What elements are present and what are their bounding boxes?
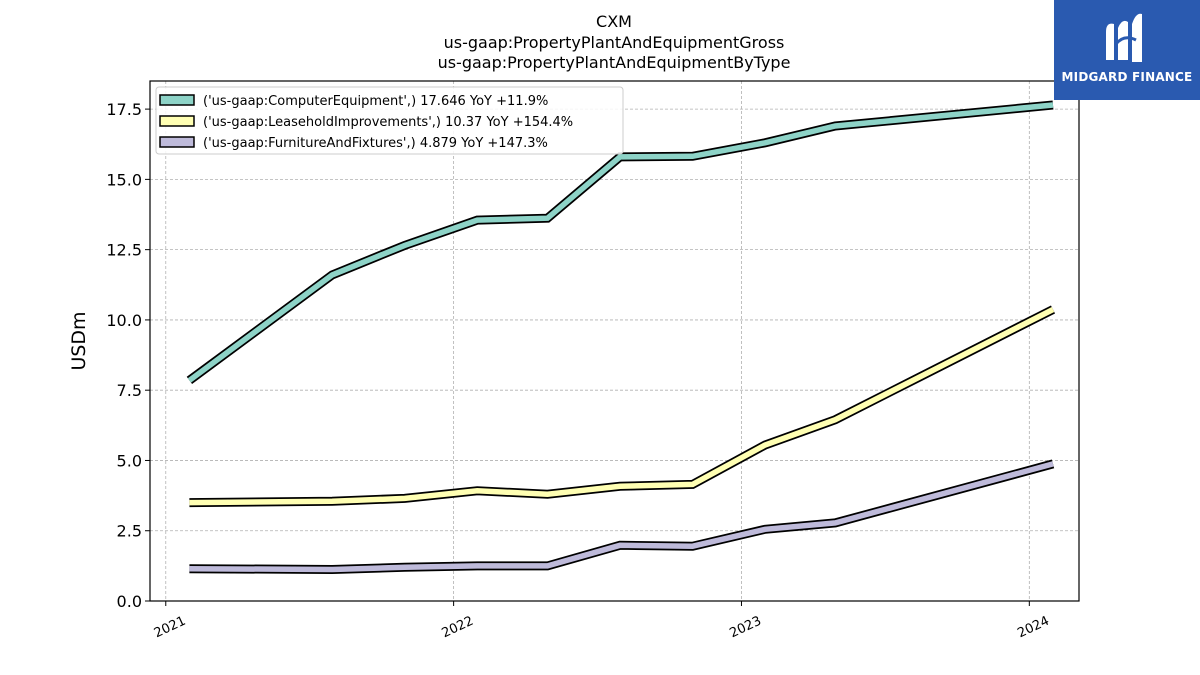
midgard-logo-icon (1106, 13, 1142, 62)
logo-wordmark: MIDGARD FINANCE (1061, 70, 1193, 84)
x-tick-label: 2022 (440, 614, 476, 642)
legend-label: ('us-gaap:FurnitureAndFixtures',) 4.879 … (203, 136, 548, 151)
y-axis-label: USDm (68, 311, 90, 370)
chart-title: CXM us-gaap:PropertyPlantAndEquipmentGro… (438, 12, 791, 72)
y-tick-label: 7.5 (117, 381, 142, 400)
y-tick-label: 15.0 (106, 170, 142, 189)
legend-item: ('us-gaap:ComputerEquipment',) 17.646 Yo… (159, 94, 548, 109)
y-tick-label: 2.5 (117, 522, 142, 541)
series-lines (186, 100, 1056, 575)
series-0 (186, 100, 1054, 385)
chart-title-line-2: us-gaap:PropertyPlantAndEquipmentGross (444, 33, 785, 52)
plot-frame (149, 80, 1080, 602)
grid (150, 81, 1079, 602)
legend-box (155, 86, 624, 155)
x-tick-label: 2024 (1015, 614, 1051, 642)
series-line-outline (189, 459, 1055, 575)
legend-item: ('us-gaap:LeaseholdImprovements',) 10.37… (159, 115, 573, 130)
series-line (189, 307, 1055, 506)
legend-label: ('us-gaap:ComputerEquipment',) 17.646 Yo… (203, 94, 548, 109)
x-tick-label: 2023 (728, 614, 764, 642)
legend-swatch (159, 136, 195, 148)
series-line (189, 461, 1054, 573)
x-axis: 2021 2022 2023 2024 (152, 601, 1052, 641)
y-tick-label: 10.0 (106, 311, 142, 330)
legend-swatch (159, 94, 195, 106)
y-tick-label: 12.5 (106, 241, 142, 260)
y-tick-label: 5.0 (117, 451, 142, 470)
series-2 (189, 459, 1055, 575)
legend-label: ('us-gaap:LeaseholdImprovements',) 10.37… (203, 115, 573, 130)
legend-swatch (159, 115, 195, 127)
chart-title-line-3: us-gaap:PropertyPlantAndEquipmentByType (438, 53, 791, 72)
x-tick-label: 2021 (152, 614, 188, 642)
y-tick-label: 0.0 (117, 592, 142, 611)
legend-item: ('us-gaap:FurnitureAndFixtures',) 4.879 … (159, 136, 548, 151)
series-line-outline (189, 305, 1056, 508)
midgard-finance-logo: MIDGARD FINANCE (1054, 0, 1200, 100)
y-tick-label: 17.5 (106, 100, 142, 119)
series-1 (189, 305, 1056, 508)
chart-title-line-1: CXM (596, 12, 632, 31)
series-line (187, 102, 1054, 383)
y-axis: 0.0 2.5 5.0 7.5 10.0 12.5 15.0 17.5 (106, 100, 150, 611)
legend: ('us-gaap:ComputerEquipment',) 17.646 Yo… (155, 86, 624, 155)
